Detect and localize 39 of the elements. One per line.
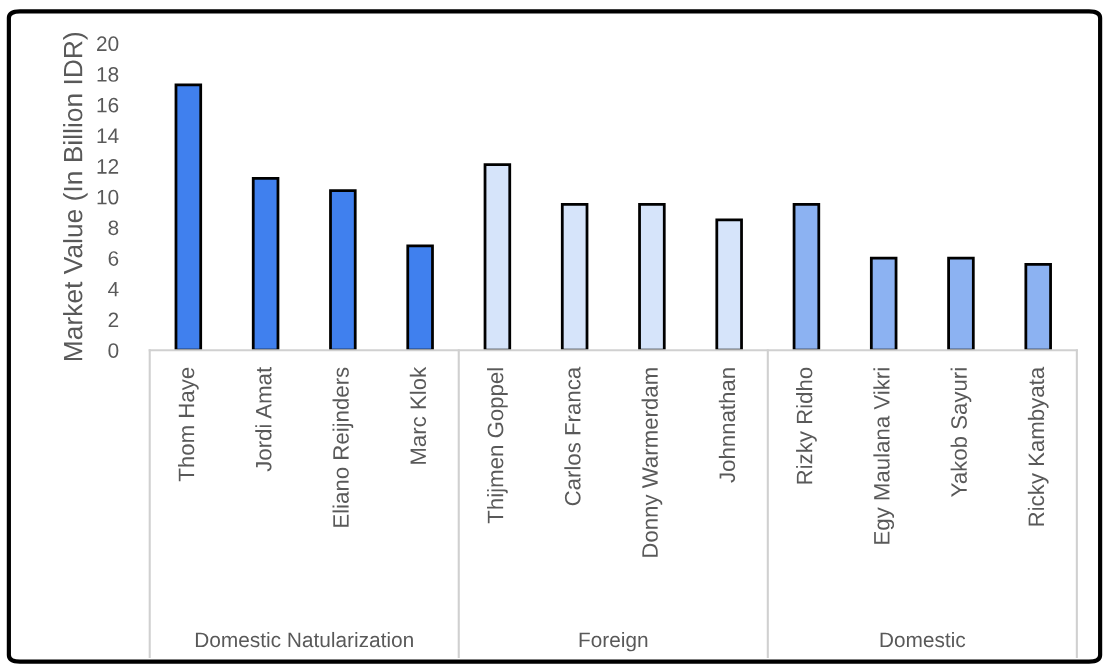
text: Domestic Natularization — [195, 631, 413, 648]
bar — [329, 189, 357, 351]
y-tick-label: 4 — [108, 282, 119, 297]
text: Domestic — [880, 631, 966, 648]
y-tick-label: 0 — [108, 343, 119, 358]
y-tick-label: 2 — [108, 312, 119, 328]
y-tick-label: 12 — [97, 159, 119, 174]
y-tick-label: 18 — [97, 67, 119, 82]
y-axis-title: Market Value (In Billion IDR) — [63, 32, 88, 361]
y-tick-label: 8 — [108, 220, 119, 236]
bar — [174, 83, 203, 351]
bar — [1024, 262, 1052, 351]
bar — [406, 244, 434, 351]
y-tick-label: 20 — [97, 36, 119, 52]
bar — [715, 218, 743, 351]
x-tick-label: Thom Haye — [177, 367, 199, 482]
y-tick-label: 10 — [97, 189, 119, 205]
bar — [251, 176, 280, 351]
x-tick-label: Jordi Amat — [255, 367, 272, 472]
text: Foreign — [579, 631, 648, 652]
x-tick-label: Thijmen Goppel — [487, 368, 508, 524]
x-tick-label: Yakob Sayuri — [950, 368, 972, 497]
x-tick-label: Ricky Kambyata — [1027, 366, 1049, 526]
y-tick-label: 14 — [97, 128, 119, 143]
y-tick-label: 16 — [97, 97, 119, 113]
bar — [638, 203, 666, 351]
bar — [560, 203, 589, 351]
x-tick-label: Carlos Franca — [564, 366, 581, 506]
bar — [947, 256, 975, 351]
x-tick-label: Donny Warmerdam — [641, 368, 663, 557]
x-tick-label: Eliano Reijnders — [332, 367, 354, 527]
bar — [869, 256, 898, 351]
x-tick-label: Johnnathan — [718, 368, 736, 483]
x-tick-label: Marc Klok — [409, 366, 427, 464]
x-tick-label: Rizky Ridho — [796, 367, 817, 484]
x-tick-label: Egy Maulana Vikri — [873, 368, 895, 544]
bar — [792, 203, 821, 351]
bar — [483, 163, 512, 351]
y-tick-label: 6 — [108, 251, 119, 266]
